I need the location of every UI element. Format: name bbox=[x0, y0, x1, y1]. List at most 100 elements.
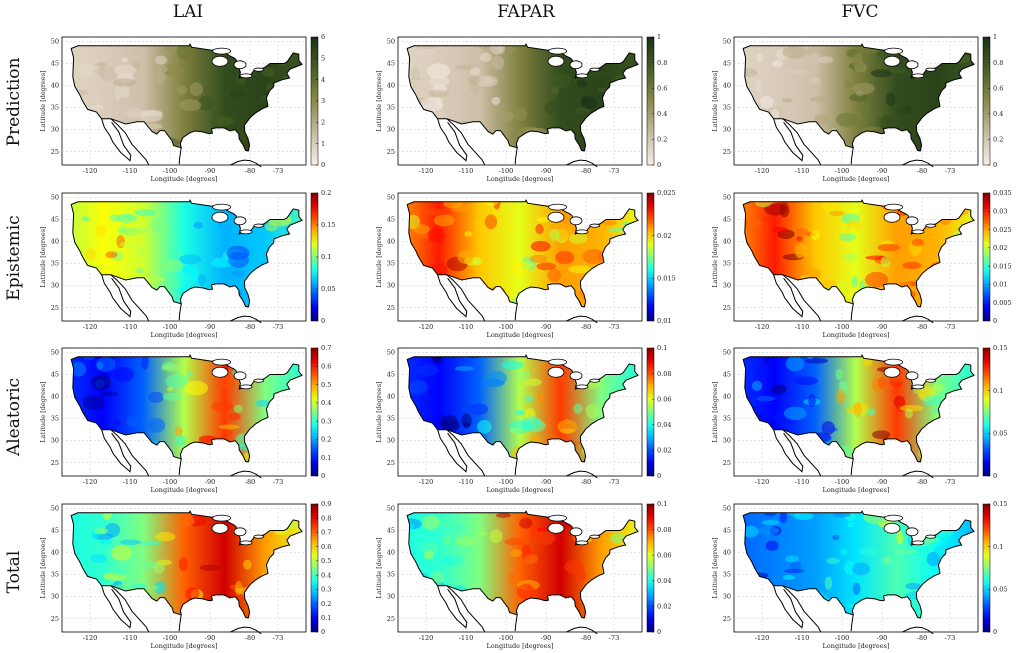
x-tick-label: -120 bbox=[83, 323, 98, 331]
great-lake bbox=[233, 60, 247, 70]
map-texture bbox=[870, 69, 893, 78]
great-lake bbox=[211, 55, 229, 67]
map-texture bbox=[509, 427, 521, 434]
y-tick-label: 30 bbox=[387, 593, 395, 601]
colorbar-tick-label: 0.8 bbox=[993, 59, 1003, 67]
y-tick-label: 45 bbox=[51, 370, 59, 378]
map-texture bbox=[120, 539, 142, 545]
colorbar-tick-label: 0.2 bbox=[321, 600, 331, 608]
colorbar-gradient bbox=[982, 36, 991, 166]
colorbar: 0 1 2 3 4 5 6 bbox=[310, 33, 325, 169]
colorbar-tick-label: 0.015 bbox=[657, 275, 676, 283]
colorbar: 0 0.05 0.1 0.15 bbox=[982, 344, 1007, 480]
map-texture bbox=[433, 214, 455, 227]
x-tick-label: -73 bbox=[273, 323, 283, 331]
colorbar-tick-label: 0.015 bbox=[993, 262, 1012, 270]
colorbar-tick-label: 0.05 bbox=[993, 430, 1007, 438]
colorbar: 0 0.02 0.04 0.06 0.08 0.1 bbox=[646, 500, 671, 636]
y-tick-label: 45 bbox=[387, 370, 395, 378]
y-tick-label: 40 bbox=[387, 82, 395, 90]
map-texture bbox=[136, 268, 145, 274]
map-texture bbox=[513, 107, 528, 122]
map-texture bbox=[784, 568, 805, 574]
map-texture bbox=[932, 383, 944, 392]
map-texture bbox=[826, 557, 840, 565]
great-lake bbox=[211, 211, 229, 223]
map-texture bbox=[817, 56, 834, 64]
panel-total-fapar: -120 -110 -100 -90 -80 -73 25 30 35 40 45 50 Longitu… bbox=[375, 500, 671, 650]
x-tick-label: -73 bbox=[945, 323, 955, 331]
x-tick-label: -100 bbox=[499, 323, 514, 331]
coastline bbox=[101, 118, 132, 162]
y-tick-label: 30 bbox=[51, 593, 59, 601]
y-tick-label: 35 bbox=[387, 415, 395, 423]
panel-total-lai: -120 -110 -100 -90 -80 -73 25 30 35 40 45 50 Longitu… bbox=[39, 500, 331, 650]
map-texture bbox=[123, 215, 133, 220]
coastline bbox=[110, 274, 150, 322]
colorbar-tick-label: 0 bbox=[321, 472, 325, 480]
map-texture bbox=[796, 236, 803, 242]
y-tick-label: 50 bbox=[51, 193, 59, 201]
colorbar-tick-label: 0.035 bbox=[993, 189, 1012, 197]
colorbar-tick-label: 0.1 bbox=[321, 454, 331, 462]
map-texture bbox=[161, 364, 182, 372]
map-texture bbox=[523, 378, 542, 387]
map-texture bbox=[443, 535, 451, 545]
x-tick-label: -80 bbox=[245, 167, 255, 175]
map-texture bbox=[243, 559, 252, 570]
map-texture bbox=[165, 373, 189, 389]
map-texture bbox=[862, 102, 871, 118]
map-texture bbox=[99, 538, 113, 546]
y-tick-label: 25 bbox=[387, 459, 395, 467]
map-texture bbox=[783, 406, 807, 421]
great-lake bbox=[233, 216, 247, 226]
map-texture bbox=[463, 422, 470, 428]
map-texture bbox=[467, 75, 481, 85]
map-texture bbox=[842, 252, 858, 262]
map-texture bbox=[152, 563, 165, 574]
map-texture bbox=[771, 384, 787, 395]
map-texture bbox=[229, 89, 246, 98]
coastline bbox=[230, 470, 262, 479]
colorbar-tick-label: 6 bbox=[321, 33, 325, 41]
y-tick-label: 45 bbox=[387, 215, 395, 223]
map-texture bbox=[90, 104, 104, 110]
colorbar-tick-label: 5 bbox=[321, 55, 325, 63]
great-lake bbox=[925, 534, 937, 539]
y-tick-label: 45 bbox=[723, 526, 731, 534]
map-texture bbox=[166, 386, 174, 392]
great-lake bbox=[925, 378, 937, 383]
y-tick-label: 25 bbox=[723, 615, 731, 623]
great-lake bbox=[575, 73, 589, 79]
panel-prediction-fvc: -120 -110 -100 -90 -80 -73 25 30 35 40 45 50 Longitu… bbox=[711, 33, 1003, 183]
map-texture bbox=[119, 574, 129, 582]
great-lake bbox=[548, 47, 567, 55]
y-tick-label: 50 bbox=[723, 348, 731, 356]
x-tick-label: -73 bbox=[273, 167, 283, 175]
y-tick-label: 25 bbox=[723, 304, 731, 312]
great-lake bbox=[547, 522, 565, 534]
map-texture bbox=[896, 106, 913, 114]
map-texture bbox=[190, 268, 199, 282]
colorbar-tick-label: 0.4 bbox=[321, 571, 331, 579]
map-texture bbox=[524, 554, 539, 564]
colorbar-tick-label: 0.1 bbox=[657, 344, 667, 352]
colorbar-tick-label: 0.02 bbox=[657, 603, 671, 611]
x-tick-label: -80 bbox=[245, 634, 255, 642]
y-axis-label: Latitude [degrees] bbox=[39, 381, 47, 442]
y-axis-label: Latitude [degrees] bbox=[375, 70, 383, 131]
map-texture bbox=[474, 217, 482, 230]
map-texture bbox=[140, 110, 163, 123]
map-texture bbox=[211, 400, 234, 412]
x-tick-label: -120 bbox=[83, 478, 98, 486]
x-tick-label: -110 bbox=[459, 634, 474, 642]
x-tick-label: -120 bbox=[755, 167, 770, 175]
colorbar-gradient bbox=[982, 503, 991, 633]
map-texture bbox=[152, 585, 159, 590]
great-lake bbox=[925, 67, 937, 72]
map-texture bbox=[85, 248, 96, 261]
map-texture bbox=[835, 112, 858, 127]
map-texture bbox=[779, 202, 790, 218]
great-lake bbox=[905, 216, 919, 226]
map-texture bbox=[219, 424, 240, 430]
